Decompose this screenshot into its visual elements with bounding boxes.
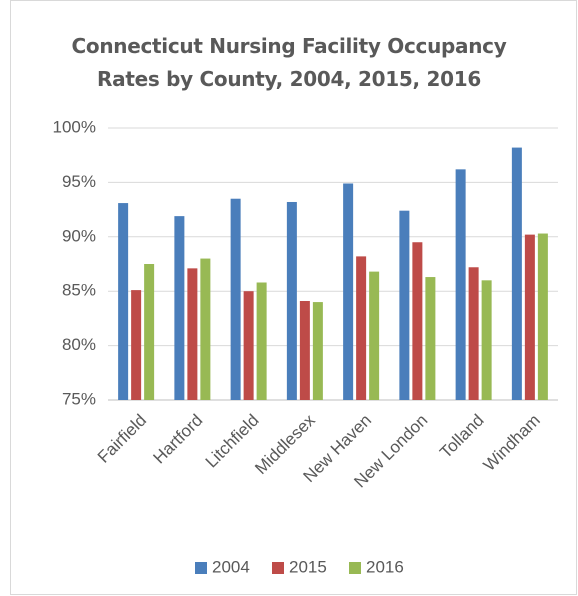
legend-label: 2016: [366, 557, 404, 576]
bar: [455, 169, 466, 400]
bar: [511, 147, 522, 400]
legend-swatch: [349, 562, 361, 574]
bar: [412, 242, 423, 400]
chart-border: [10, 0, 577, 595]
legend-label: 2015: [289, 557, 327, 576]
y-tick-label: 85%: [62, 281, 96, 300]
bar: [200, 258, 211, 400]
bar: [144, 264, 155, 400]
legend-swatch: [195, 562, 207, 574]
legend-label: 2004: [212, 557, 250, 576]
bar: [356, 256, 367, 400]
bar: [286, 201, 297, 400]
bar: [174, 216, 185, 400]
bar: [312, 302, 323, 400]
bar: [118, 203, 129, 400]
bar: [537, 233, 548, 400]
x-tick-label: Hartford: [150, 411, 207, 468]
bar: [343, 183, 354, 400]
bar: [369, 271, 380, 400]
x-tick-label: Windham: [480, 411, 544, 475]
x-tick-label: Fairfield: [94, 411, 150, 467]
bar: [230, 198, 241, 400]
bar: [425, 277, 436, 400]
legend-swatch: [272, 562, 284, 574]
bar: [468, 267, 479, 400]
y-tick-label: 100%: [53, 117, 96, 136]
bar: [187, 268, 198, 400]
x-tick-label: Tolland: [436, 411, 488, 463]
bar: [399, 210, 410, 400]
chart-title: Connecticut Nursing Facility Occupancy R…: [71, 34, 507, 91]
y-tick-label: 95%: [62, 172, 96, 191]
y-tick-label: 80%: [62, 335, 96, 354]
bar: [256, 282, 267, 400]
y-tick-label: 75%: [62, 389, 96, 408]
bar: [243, 291, 254, 400]
bar: [524, 234, 535, 400]
y-tick-label: 90%: [62, 226, 96, 245]
bar: [299, 300, 310, 400]
bar: [131, 290, 142, 400]
bar: [481, 280, 492, 400]
